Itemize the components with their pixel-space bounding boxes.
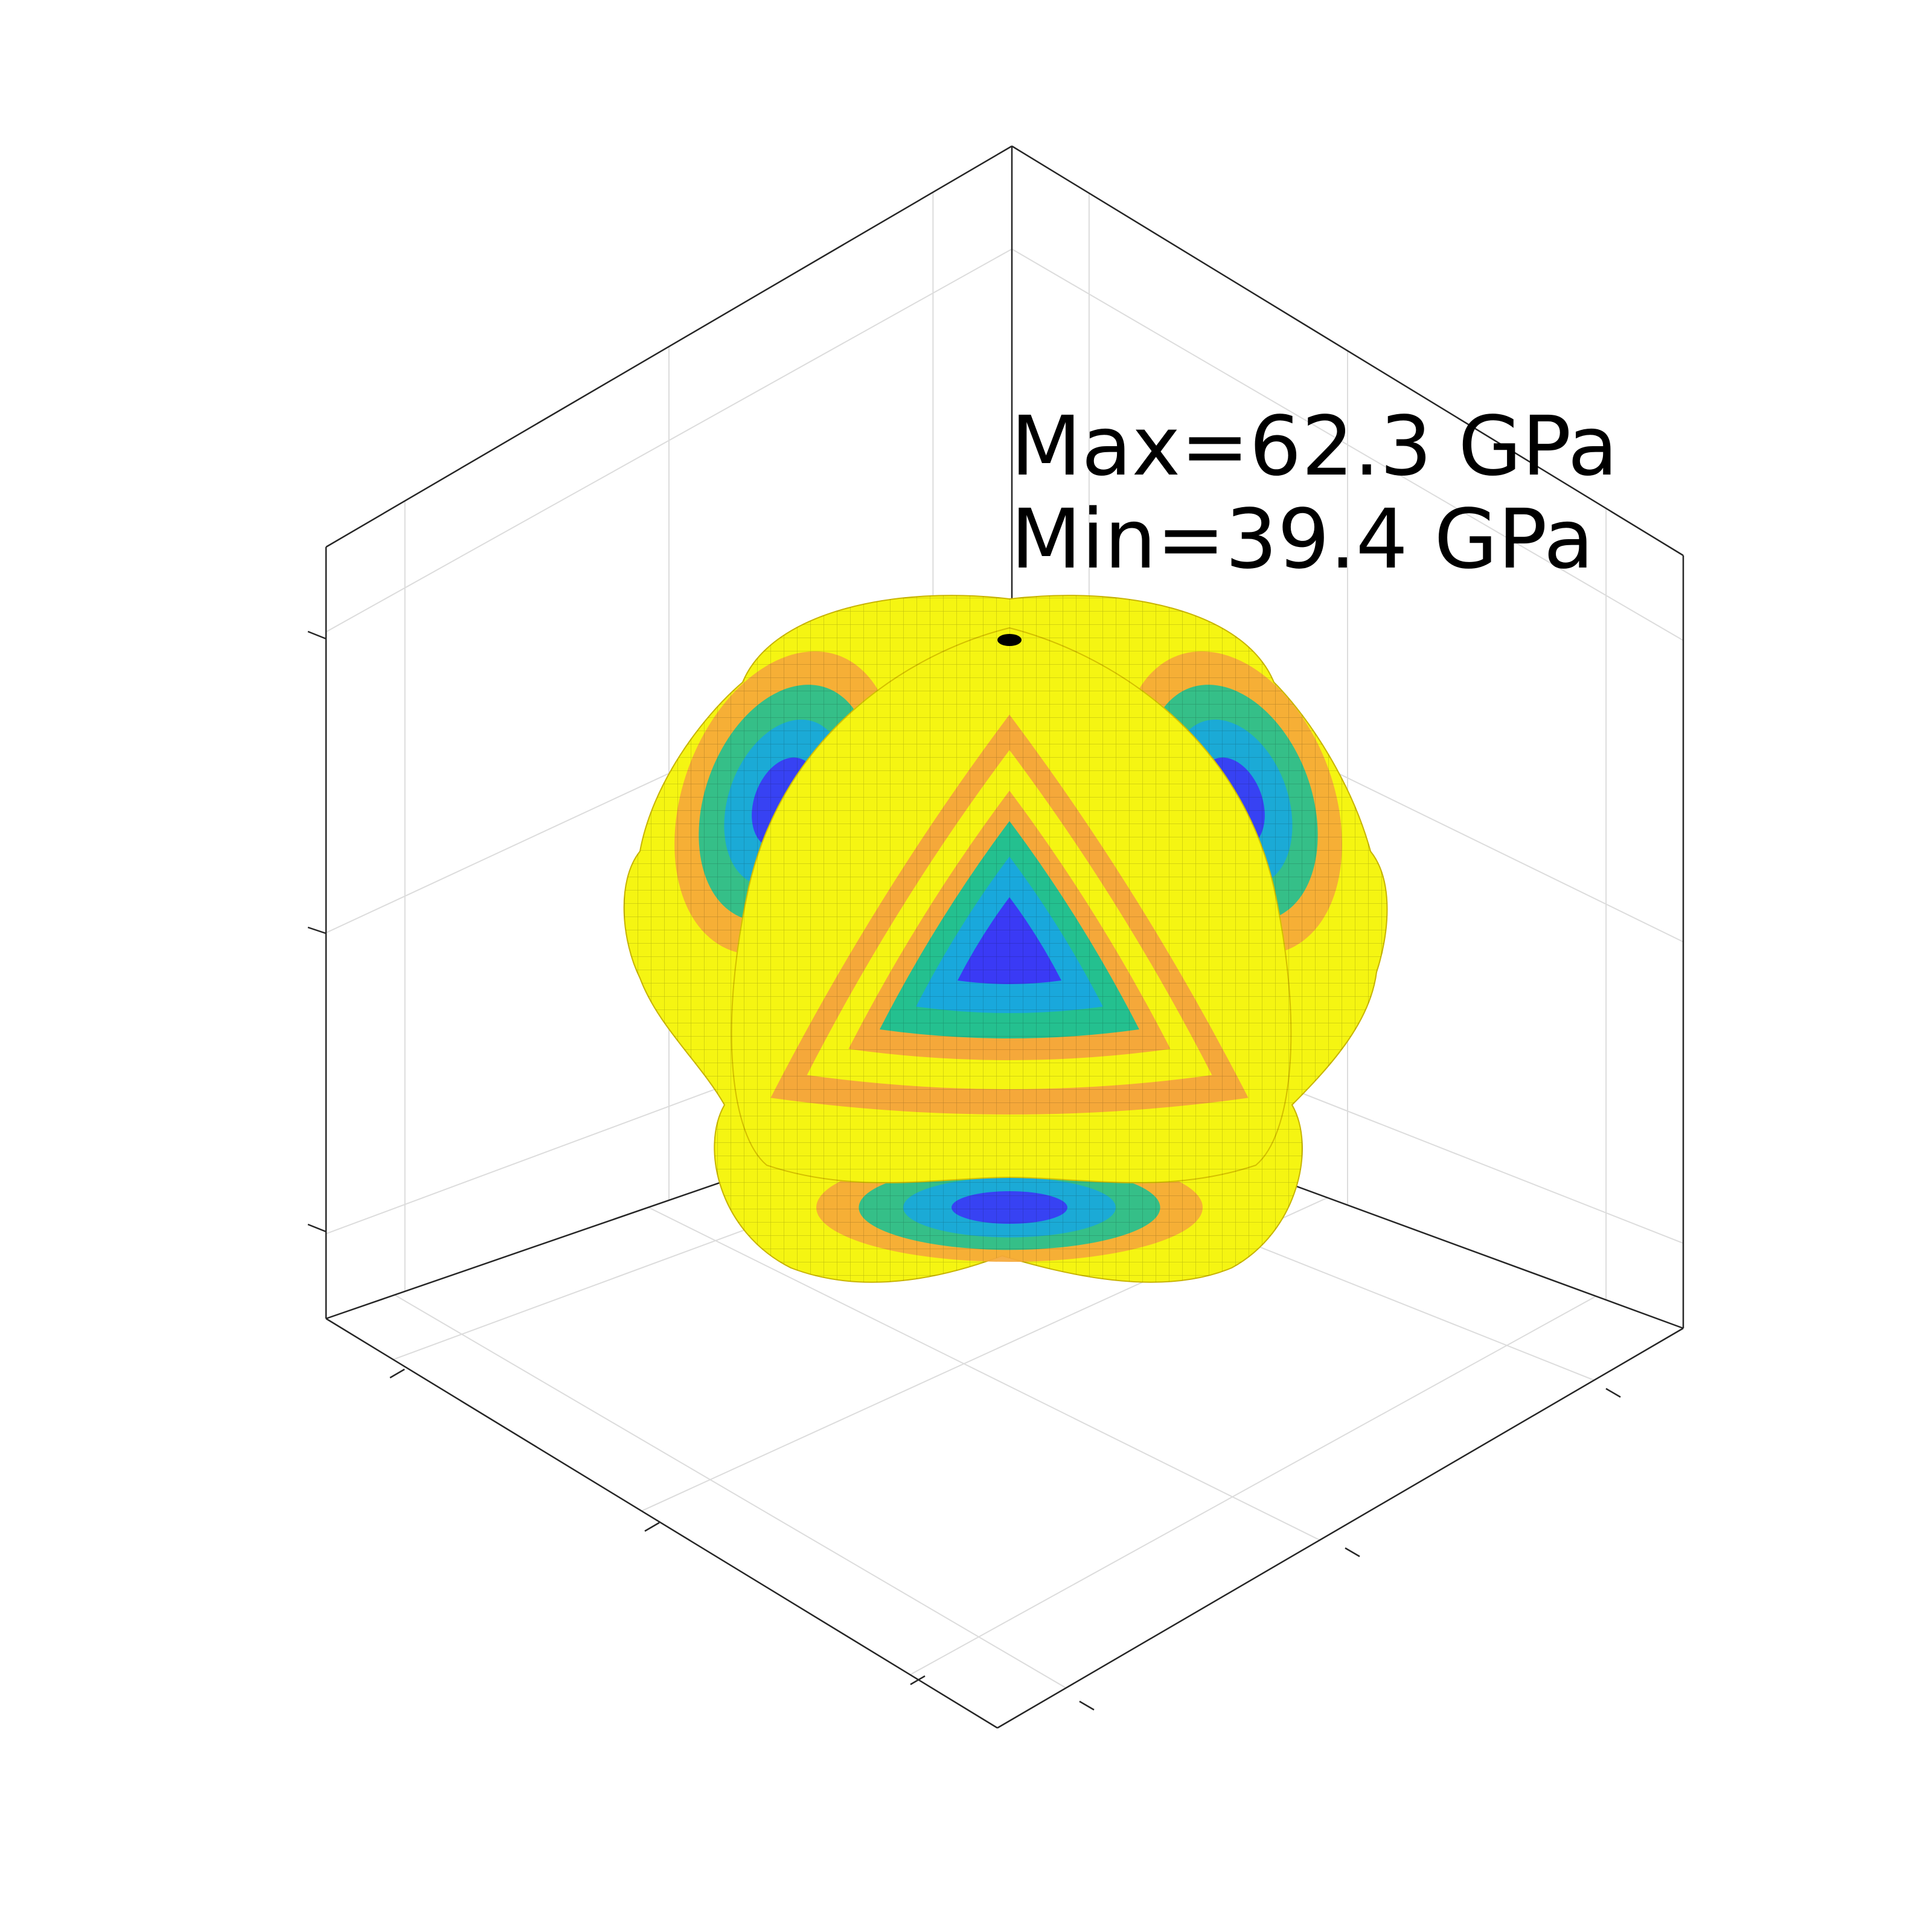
axis-edge bbox=[325, 145, 1012, 548]
y-tick bbox=[1345, 1547, 1360, 1558]
axes-box bbox=[307, 145, 1684, 1729]
surface-pole bbox=[997, 634, 1022, 646]
axis-edge bbox=[1011, 145, 1684, 557]
grid-line-floor-b1 bbox=[648, 1206, 1320, 1541]
y-tick bbox=[1605, 1387, 1621, 1398]
elastic-surface bbox=[623, 595, 1388, 1283]
x-tick bbox=[644, 1521, 660, 1532]
grid-line-right-wall-h0 bbox=[1011, 248, 1684, 641]
z-tick bbox=[307, 630, 327, 640]
z-tick bbox=[307, 1223, 327, 1233]
surface-mesh bbox=[624, 595, 1387, 1282]
grid-line-floor-a2 bbox=[909, 1296, 1596, 1675]
y-tick bbox=[1079, 1700, 1095, 1711]
min-annotation: Min=39.4 GPa bbox=[1011, 492, 1594, 587]
grid-line-left-wall-h0 bbox=[325, 248, 1012, 633]
x-tick bbox=[389, 1368, 405, 1379]
grid-line-floor-b0 bbox=[394, 1294, 1067, 1689]
x-tick bbox=[910, 1675, 926, 1686]
axis-edge bbox=[997, 1327, 1684, 1729]
max-annotation: Max=62.3 GPa bbox=[1011, 399, 1618, 494]
z-tick bbox=[307, 926, 327, 935]
axis-edge bbox=[325, 1317, 998, 1729]
